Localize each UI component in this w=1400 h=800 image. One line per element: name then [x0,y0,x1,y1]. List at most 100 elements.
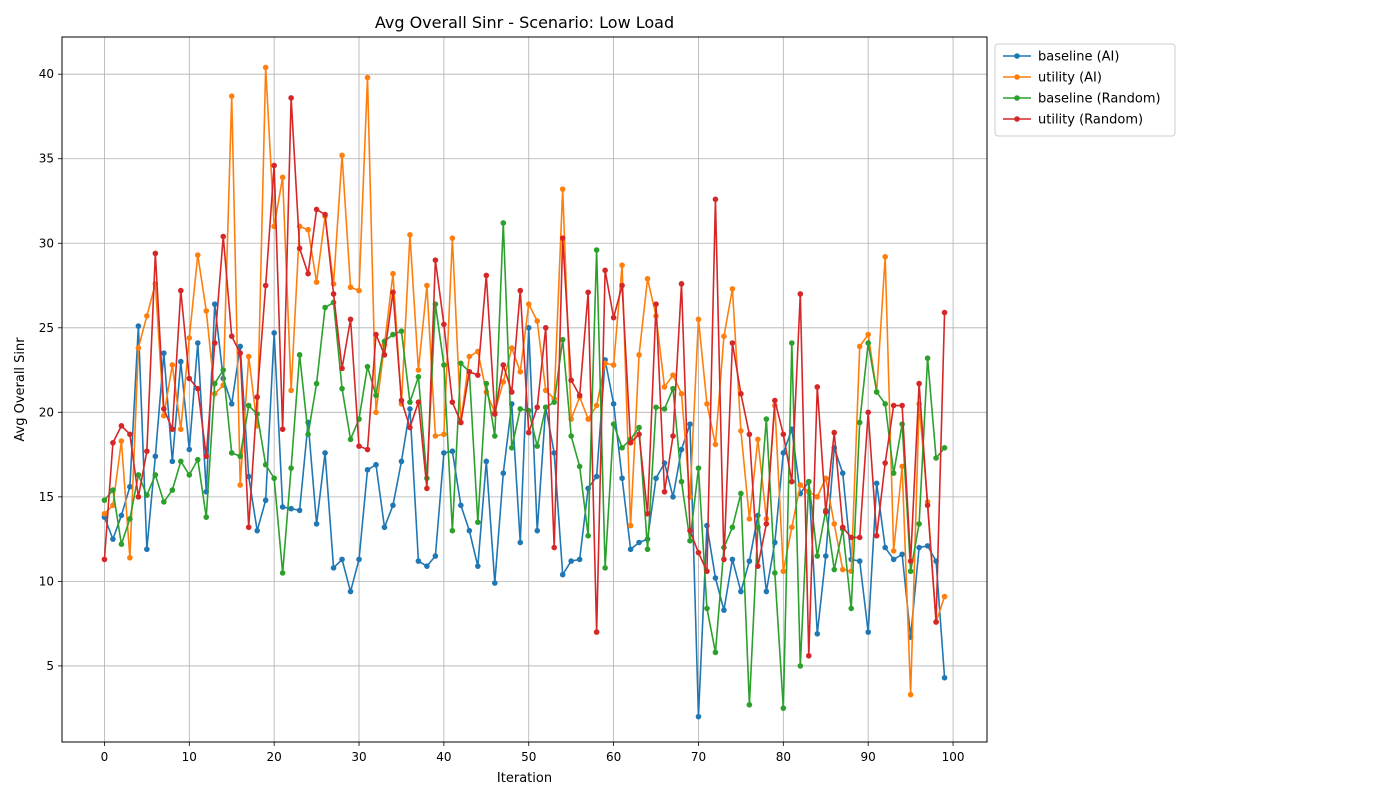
data-point [228,93,235,99]
data-point [627,522,634,529]
data-point [194,340,201,346]
data-point [534,404,541,411]
data-point [856,534,863,541]
data-point [279,504,286,510]
x-tick-label: 10 [182,750,197,764]
x-tick-label: 40 [436,750,451,764]
data-point [695,316,702,323]
y-tick-label: 15 [39,490,54,504]
data-point [534,318,541,324]
data-point [127,516,133,522]
x-tick-label: 100 [942,750,965,764]
data-point [822,509,829,515]
data-point [237,453,244,460]
data-point [585,416,591,422]
data-point [670,494,676,500]
data-point [721,556,727,563]
data-point [610,314,617,321]
data-point [390,270,396,277]
data-point [525,429,532,436]
data-point [347,588,354,595]
data-point [924,502,931,509]
data-point [228,401,235,407]
y-tick-label: 10 [39,574,54,588]
data-point [559,571,566,578]
data-point [449,235,456,241]
data-point [373,461,379,468]
data-point [653,404,659,411]
data-point [772,397,778,404]
data-point [839,470,846,476]
data-point [245,353,252,360]
data-point [508,445,515,451]
data-point [441,362,447,368]
legend-label: utility (AI) [1038,71,1102,86]
data-point [279,426,286,433]
legend-item: utility (AI) [1003,71,1102,86]
data-point [738,390,744,397]
data-point [551,544,558,551]
data-point [458,360,464,367]
data-point [805,478,812,485]
data-point [483,458,490,465]
data-point [941,445,948,451]
legend-item: baseline (Random) [1003,92,1161,107]
data-point [288,95,294,101]
data-point [364,363,371,370]
data-point [101,510,108,517]
data-point [254,394,260,400]
data-point [110,439,116,446]
data-point [899,551,905,558]
data-point [491,433,498,439]
legend-marker [1014,53,1020,59]
data-point [661,488,668,495]
data-point [814,494,821,500]
data-point [924,355,931,362]
data-point [186,335,193,341]
data-point [169,458,176,465]
data-point [347,316,354,323]
data-point [619,475,625,482]
data-point [330,291,337,297]
data-point [661,384,668,390]
data-point [441,450,447,456]
chart-title: Avg Overall Sinr - Scenario: Low Load [375,13,674,32]
data-point [178,358,184,365]
y-tick-label: 35 [39,152,54,166]
data-point [458,502,464,509]
data-point [161,406,167,412]
data-point [602,267,608,274]
data-point [746,516,753,522]
data-point [797,482,804,488]
data-point [780,705,787,711]
data-point [305,431,311,438]
data-point [585,532,591,539]
data-point [178,426,184,433]
data-point [407,406,413,412]
data-point [712,441,719,448]
data-point [194,252,201,258]
data-point [135,345,142,351]
data-point [839,524,846,531]
data-point [144,492,150,498]
data-point [593,629,600,635]
data-point [644,275,651,282]
data-point [856,419,863,426]
data-point [831,521,838,527]
data-point [407,424,413,431]
legend-label: baseline (Random) [1038,92,1161,107]
y-tick-label: 5 [46,659,54,673]
data-point [534,443,541,449]
data-point [271,162,277,169]
data-point [449,448,456,455]
data-point [882,460,888,466]
data-point [941,593,948,600]
data-point [593,473,600,480]
data-point [814,553,821,559]
data-point [780,568,787,575]
series-layer [101,64,948,720]
data-point [228,333,235,340]
data-point [559,186,566,192]
data-point [313,521,320,527]
